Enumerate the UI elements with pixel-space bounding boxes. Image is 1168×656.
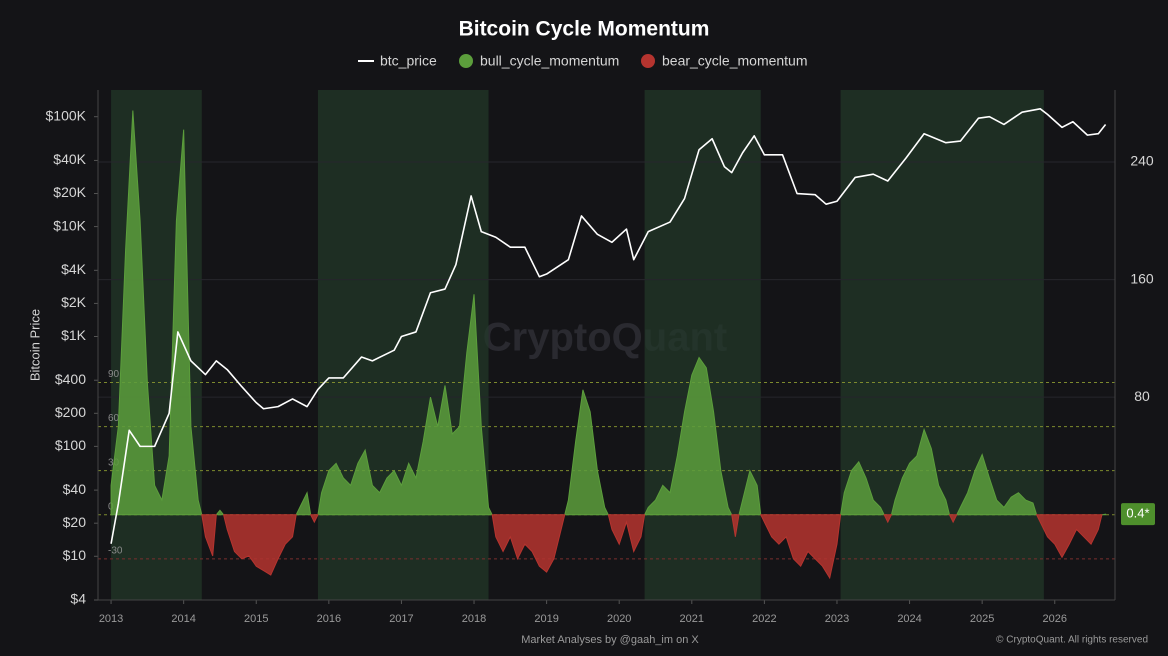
y-tick-label: $10K xyxy=(53,217,86,233)
legend-swatch xyxy=(459,54,473,68)
price-line xyxy=(110,108,1107,544)
cycle-shade xyxy=(644,90,761,600)
y-tick-label: $4 xyxy=(70,591,86,607)
x-tick-label: 2016 xyxy=(317,613,341,625)
x-tick-label: 2025 xyxy=(970,613,994,625)
x-tick-label: 2024 xyxy=(897,613,921,625)
legend-label: bear_cycle_momentum xyxy=(662,53,808,69)
y-tick-label: $400 xyxy=(55,371,86,387)
momentum-area xyxy=(110,110,1107,516)
legend-label: btc_price xyxy=(380,53,437,69)
x-tick-label: 2022 xyxy=(752,613,776,625)
level-label: 90 xyxy=(108,369,120,380)
y-tick-label: $1K xyxy=(61,327,87,343)
x-tick-label: 2026 xyxy=(1043,613,1067,625)
cycle-shade xyxy=(317,90,489,600)
x-tick-label: 2013 xyxy=(99,613,123,625)
x-tick-label: 2019 xyxy=(534,613,558,625)
current-label: 0.4* xyxy=(1126,506,1149,521)
momentum-area xyxy=(201,514,1103,580)
y-tick-label: $40 xyxy=(63,481,87,497)
y-axis-label: Bitcoin Price xyxy=(27,309,42,381)
level-label: 60 xyxy=(108,413,120,424)
x-tick-label: 2023 xyxy=(825,613,849,625)
y-tick-label: $200 xyxy=(55,404,86,420)
current-badge xyxy=(1121,503,1155,526)
y-tick-label: $2K xyxy=(61,294,87,310)
x-tick-label: 2021 xyxy=(680,613,704,625)
y2-tick-label: 240 xyxy=(1130,153,1154,169)
y-tick-label: $4K xyxy=(61,261,87,277)
chart-title: Bitcoin Cycle Momentum xyxy=(459,18,710,41)
x-tick-label: 2020 xyxy=(607,613,631,625)
x-tick-label: 2015 xyxy=(244,613,268,625)
y2-tick-label: 160 xyxy=(1130,270,1154,286)
y-tick-label: $40K xyxy=(53,151,86,167)
x-tick-label: 2017 xyxy=(389,613,413,625)
footer-copyright: © CryptoQuant. All rights reserved xyxy=(996,635,1148,646)
y-tick-label: $100K xyxy=(46,107,87,123)
legend-swatch xyxy=(641,54,655,68)
y-tick-label: $20K xyxy=(53,184,86,200)
y-tick-label: $10 xyxy=(63,547,87,563)
y-tick-label: $100 xyxy=(55,437,86,453)
x-tick-label: 2014 xyxy=(171,613,195,625)
y2-tick-label: 80 xyxy=(1134,388,1150,404)
x-tick-label: 2018 xyxy=(462,613,486,625)
cycle-shade xyxy=(840,90,1044,600)
level-label: -30 xyxy=(108,545,123,556)
legend-label: bull_cycle_momentum xyxy=(480,53,619,69)
y-tick-label: $20 xyxy=(63,514,87,530)
footer-credit: Market Analyses by @gaah_im on X xyxy=(521,634,699,646)
